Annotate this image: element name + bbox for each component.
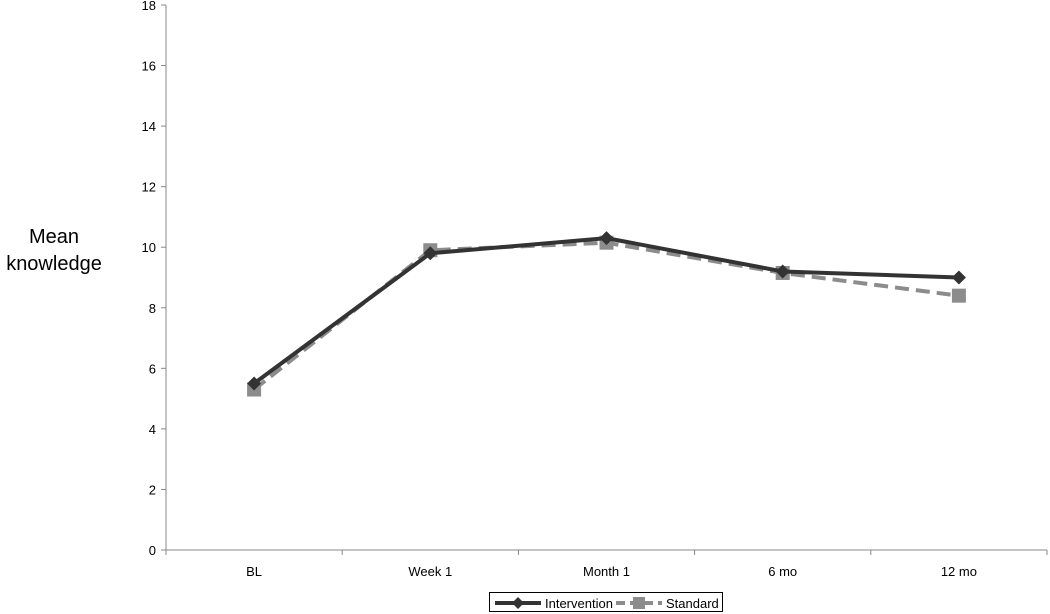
- x-axis-ticks: BL Week 1 Month 1 6 mo 12 mo: [165, 550, 1048, 579]
- series-line-standard: [252, 240, 960, 392]
- legend-swatch-standard: [616, 597, 662, 609]
- y-tick-label: 0: [149, 543, 156, 558]
- data-point-intervention: [775, 264, 790, 279]
- series-line-intervention: [252, 236, 959, 386]
- y-tick-label: 16: [142, 59, 156, 74]
- legend-item-standard: Standard: [614, 594, 719, 612]
- data-point-intervention: [247, 376, 262, 391]
- legend-item-intervention: Intervention: [493, 594, 613, 612]
- y-tick-label: 14: [142, 119, 156, 134]
- y-tick-label: 6: [149, 361, 156, 376]
- y-tick-label: 8: [149, 301, 156, 316]
- legend-swatch-intervention: [495, 597, 541, 609]
- legend-label-standard: Standard: [666, 595, 719, 611]
- y-tick-label: 10: [142, 240, 156, 255]
- legend-label-intervention: Intervention: [545, 595, 613, 611]
- series-layer: [247, 231, 966, 397]
- x-tick-label: 12 mo: [941, 564, 977, 579]
- x-tick-label: Week 1: [408, 564, 452, 579]
- y-tick-label: 18: [142, 0, 156, 13]
- y-axis-title: Mean knowledge: [0, 224, 108, 278]
- y-axis-title-line-2: knowledge: [6, 253, 102, 275]
- x-tick-label: 6 mo: [768, 564, 797, 579]
- y-axis-ticks: 0 2 4 6 8 10 12 14 16 18: [142, 0, 166, 558]
- x-tick-label: BL: [246, 564, 262, 579]
- data-point-standard: [951, 288, 966, 303]
- data-point-intervention: [423, 246, 438, 261]
- data-point-intervention: [599, 231, 614, 246]
- y-tick-label: 2: [149, 482, 156, 497]
- series-standard: [247, 235, 966, 397]
- y-tick-label: 12: [142, 180, 156, 195]
- axes: [165, 5, 1047, 551]
- data-point-intervention: [951, 270, 966, 285]
- legend: Intervention Standard: [489, 592, 723, 612]
- x-tick-label: Month 1: [583, 564, 630, 579]
- series-intervention: [247, 231, 966, 391]
- y-tick-label: 4: [149, 422, 156, 437]
- y-axis-title-line-1: Mean: [28, 226, 80, 248]
